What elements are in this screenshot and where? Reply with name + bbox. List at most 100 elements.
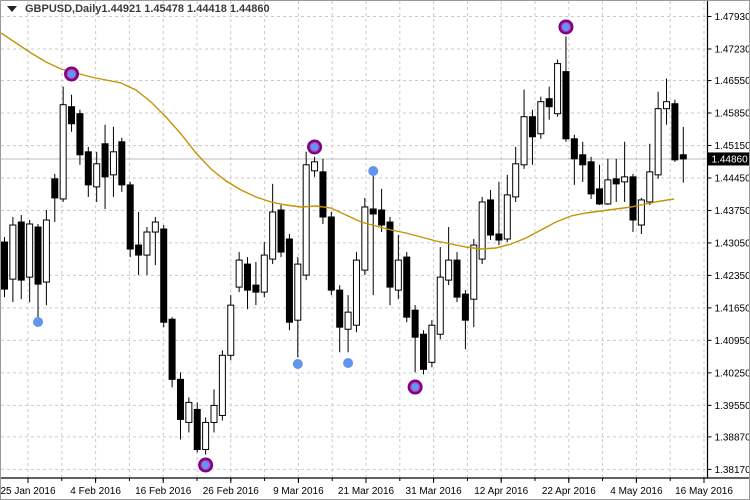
- candle: [252, 262, 260, 306]
- candle: [637, 197, 645, 235]
- candle: [185, 397, 193, 433]
- candle: [319, 158, 327, 225]
- candle: [671, 99, 679, 162]
- svg-text:4 Feb 2016: 4 Feb 2016: [70, 486, 121, 497]
- candle: [554, 59, 562, 117]
- blue-dot-marker[interactable]: [343, 358, 354, 369]
- svg-text:1.43750: 1.43750: [715, 206, 750, 217]
- candle: [260, 242, 268, 298]
- candle: [570, 134, 578, 185]
- purple-circle-marker[interactable]: [198, 457, 214, 473]
- svg-text:25 Jan 2016: 25 Jan 2016: [1, 486, 56, 497]
- candle: [545, 86, 553, 120]
- candle: [160, 225, 168, 328]
- candle: [327, 211, 335, 296]
- candle: [487, 189, 495, 241]
- candle: [503, 174, 511, 243]
- svg-text:1.45150: 1.45150: [715, 141, 750, 152]
- current-price-tag: 1.44860: [708, 152, 749, 166]
- svg-text:1.44860: 1.44860: [712, 154, 749, 165]
- svg-text:9 Mar 2016: 9 Mar 2016: [273, 486, 324, 497]
- svg-text:1.45850: 1.45850: [715, 109, 750, 120]
- candle: [394, 235, 402, 300]
- candle: [93, 151, 101, 202]
- candle: [151, 216, 159, 266]
- candle: [101, 124, 109, 209]
- blue-dot-marker[interactable]: [368, 166, 379, 177]
- svg-text:1.38870: 1.38870: [715, 432, 750, 443]
- candle: [143, 227, 151, 276]
- chart-title-symbol: GBPUSD,Daily: [25, 3, 102, 15]
- svg-text:1.39550: 1.39550: [715, 401, 750, 412]
- candle: [420, 330, 427, 375]
- candle: [311, 156, 319, 177]
- chart-title-ohlc: 1.44921 1.45478 1.44418 1.44860: [101, 3, 270, 15]
- candle: [285, 234, 293, 331]
- candle: [34, 224, 42, 320]
- candle: [1, 237, 8, 298]
- candle: [235, 252, 243, 293]
- price-axis[interactable]: 1.47930 1.47230 1.46550 1.45850 1.45150 1.444…: [707, 12, 750, 476]
- svg-text:1.43050: 1.43050: [715, 238, 750, 249]
- candle: [386, 216, 394, 306]
- svg-text:1.38170: 1.38170: [715, 465, 750, 476]
- candle: [9, 216, 17, 303]
- candle: [344, 295, 352, 353]
- symbol-dropdown-icon[interactable]: [7, 6, 17, 12]
- candle: [51, 173, 59, 223]
- time-axis[interactable]: 25 Jan 2016 4 Feb 2016 16 Feb 2016 26 Feb 2…: [1, 478, 733, 497]
- candle: [109, 126, 117, 197]
- svg-text:1.41650: 1.41650: [715, 303, 750, 314]
- candle: [218, 350, 226, 421]
- candle: [59, 86, 67, 202]
- candle: [470, 239, 478, 328]
- svg-text:1.40250: 1.40250: [715, 368, 750, 379]
- blue-dot-marker[interactable]: [292, 358, 303, 369]
- candle: [428, 320, 436, 368]
- svg-text:4 May 2016: 4 May 2016: [610, 486, 663, 497]
- candle: [135, 211, 143, 276]
- candle: [528, 109, 536, 165]
- signal-markers[interactable]: [33, 19, 574, 473]
- candle: [621, 141, 629, 202]
- svg-text:22 Apr 2016: 22 Apr 2016: [542, 486, 596, 497]
- candle: [269, 183, 277, 265]
- candle: [336, 285, 344, 353]
- grid: [1, 1, 708, 478]
- candle: [126, 181, 134, 258]
- candle: [193, 402, 201, 453]
- candle: [361, 197, 369, 276]
- candle: [76, 109, 84, 165]
- candle: [403, 252, 411, 323]
- candle: [537, 96, 545, 139]
- candle: [663, 78, 671, 125]
- purple-circle-marker[interactable]: [64, 66, 80, 82]
- candle: [512, 146, 520, 202]
- axes: [1, 1, 749, 479]
- candle: [302, 151, 310, 281]
- candle: [244, 257, 252, 310]
- chart-title-bar: GBPUSD,Daily 1.44921 1.45478 1.44418 1.4…: [1, 1, 270, 17]
- candle: [654, 91, 662, 179]
- candle: [520, 89, 528, 169]
- candle: [436, 247, 444, 340]
- svg-text:21 Mar 2016: 21 Mar 2016: [338, 486, 395, 497]
- candle: [646, 143, 654, 205]
- candle: [176, 372, 184, 440]
- blue-dot-marker[interactable]: [33, 316, 44, 327]
- candle: [210, 389, 218, 433]
- candle: [26, 220, 34, 303]
- purple-circle-marker[interactable]: [407, 379, 423, 395]
- candle: [629, 173, 637, 233]
- purple-circle-marker[interactable]: [307, 139, 323, 155]
- candle: [168, 317, 176, 388]
- candle: [595, 164, 603, 205]
- candle: [579, 141, 587, 182]
- moving-average-line: [1, 32, 675, 250]
- candles: [1, 36, 687, 455]
- candle: [202, 417, 210, 455]
- svg-text:1.46550: 1.46550: [715, 76, 750, 87]
- purple-circle-marker[interactable]: [558, 19, 574, 35]
